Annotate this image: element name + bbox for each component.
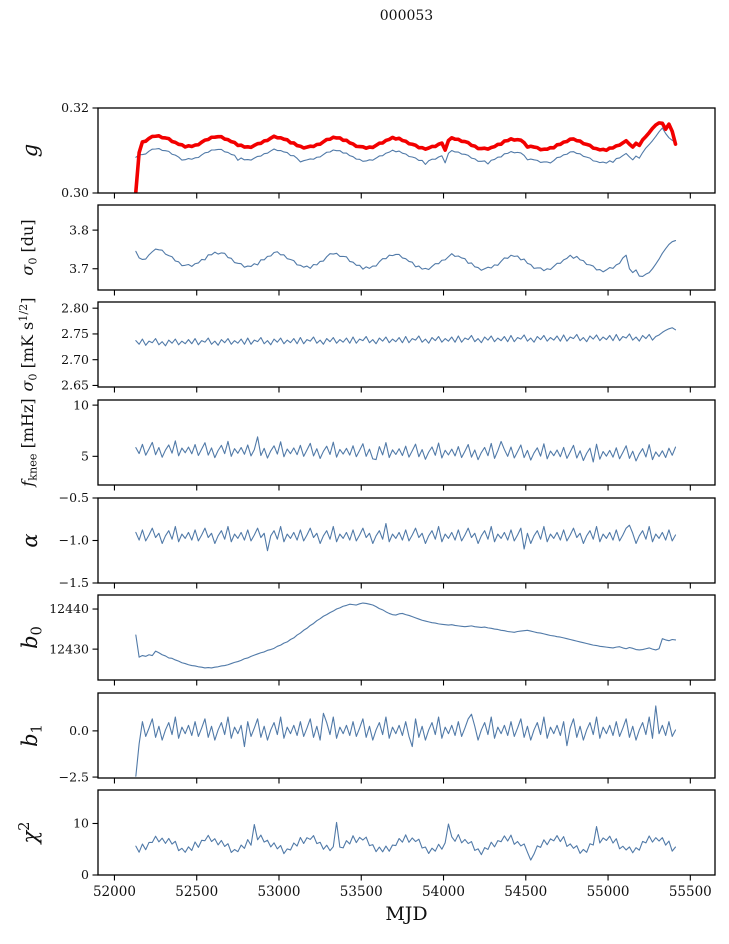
ylabel-sigma0-du: σ0 [du] [18, 219, 40, 275]
subplot-chi2: 10 0 52000 52500 53000 53500 54000 54500 55000 55… [16, 789, 716, 900]
series-sigma0-du [135, 240, 677, 278]
ylabel-g: g [18, 144, 42, 157]
x-tick-label: 53000 [258, 884, 301, 900]
y-tick-label: 2.80 [61, 300, 89, 315]
series-g-raw [135, 127, 677, 165]
figure-title: 000053 [379, 8, 434, 24]
axes-border [97, 399, 716, 486]
axes-border [97, 497, 716, 584]
axes-border [97, 107, 716, 194]
ylabel-fknee: fknee [mHz] [18, 398, 40, 487]
series-fknee [135, 436, 677, 463]
x-tick-label: 54000 [422, 884, 465, 900]
y-tick-label: 0.30 [61, 185, 89, 200]
y-tick-label: −1.5 [59, 575, 89, 590]
y-tick-label: 12430 [49, 641, 89, 656]
subplot-b1: 0.0 −2.5 b1 [18, 692, 716, 784]
x-axis-label: MJD [385, 903, 428, 925]
series-b0 [135, 602, 677, 669]
y-tick-label: 10 [73, 397, 89, 412]
subplot-fknee: 10 5 fknee [mHz] [18, 397, 716, 491]
series-chi2 [135, 821, 677, 861]
axes-border [97, 692, 716, 779]
subplot-sigma0-mks: 2.80 2.75 2.70 2.65 σ0 [mK s1/2] [17, 297, 716, 393]
series-alpha [135, 522, 677, 552]
axes-border [97, 789, 716, 876]
ylabel-b1: b1 [18, 724, 46, 747]
y-tick-label: 0.32 [61, 100, 89, 115]
y-tick-label: 0.0 [69, 723, 89, 738]
series-g-smoothed [134, 121, 678, 194]
y-tick-label: 2.65 [61, 378, 89, 393]
ylabel-b0: b0 [18, 626, 46, 649]
y-tick-label: 0 [81, 867, 89, 882]
x-tick-label: 52000 [93, 884, 136, 900]
x-tick-label: 52500 [175, 884, 218, 900]
y-tick-label: 10 [73, 816, 89, 831]
series-sigma0-mks [135, 327, 677, 347]
y-tick-label: 5 [81, 449, 89, 464]
subplot-g: 0.32 0.30 g [18, 100, 716, 200]
ylabel-chi2: χ2 [16, 821, 42, 845]
axes-border [97, 204, 716, 291]
ylabel-sigma0-mks: σ0 [mK s1/2] [17, 297, 40, 391]
ylabel-alpha: α [18, 533, 42, 547]
subplot-sigma0-du: 3.8 3.7 σ0 [du] [18, 204, 716, 296]
axes-border [97, 594, 716, 681]
x-tick-label: 55000 [587, 884, 630, 900]
x-tick-label: 55500 [669, 884, 712, 900]
y-tick-label: −1.0 [59, 533, 89, 548]
x-tick-label: 54500 [504, 884, 547, 900]
y-tick-label: 3.8 [69, 222, 89, 237]
y-tick-label: 2.70 [61, 352, 89, 367]
y-tick-label: 2.75 [61, 326, 89, 341]
y-tick-label: 12440 [49, 601, 89, 616]
y-tick-label: −0.5 [59, 490, 89, 505]
y-tick-label: −2.5 [59, 769, 89, 784]
y-tick-label: 3.7 [69, 261, 89, 276]
subplot-alpha: −0.5 −1.0 −1.5 α [18, 490, 716, 590]
series-b1 [135, 705, 677, 777]
axes-border [97, 301, 716, 388]
x-tick-label: 53500 [340, 884, 383, 900]
